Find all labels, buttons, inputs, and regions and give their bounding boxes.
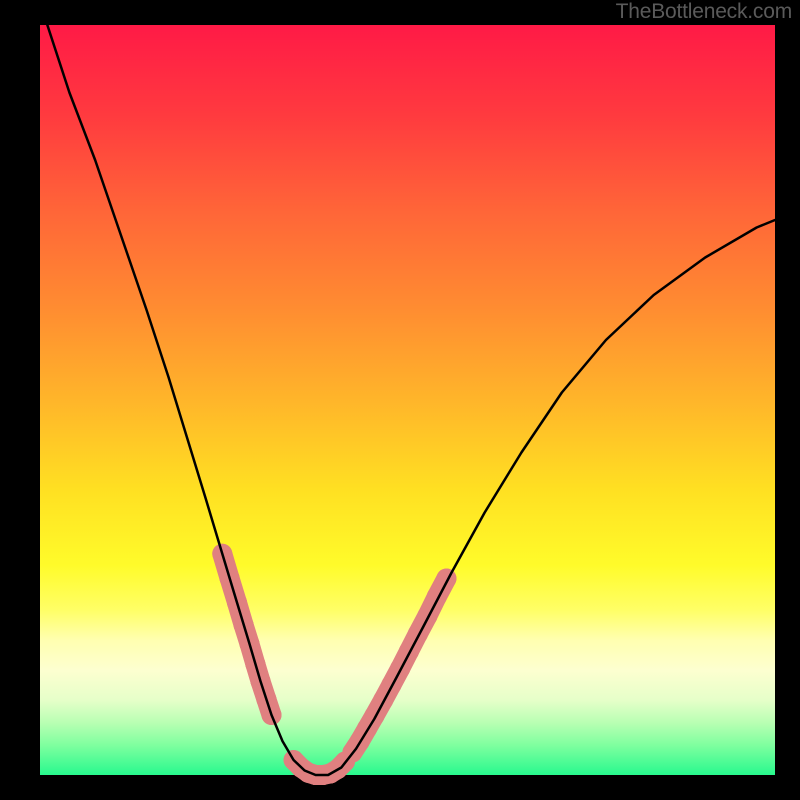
watermark-text: TheBottleneck.com [616, 0, 792, 24]
bottleneck-chart [0, 0, 800, 800]
figure-root: TheBottleneck.com [0, 0, 800, 800]
